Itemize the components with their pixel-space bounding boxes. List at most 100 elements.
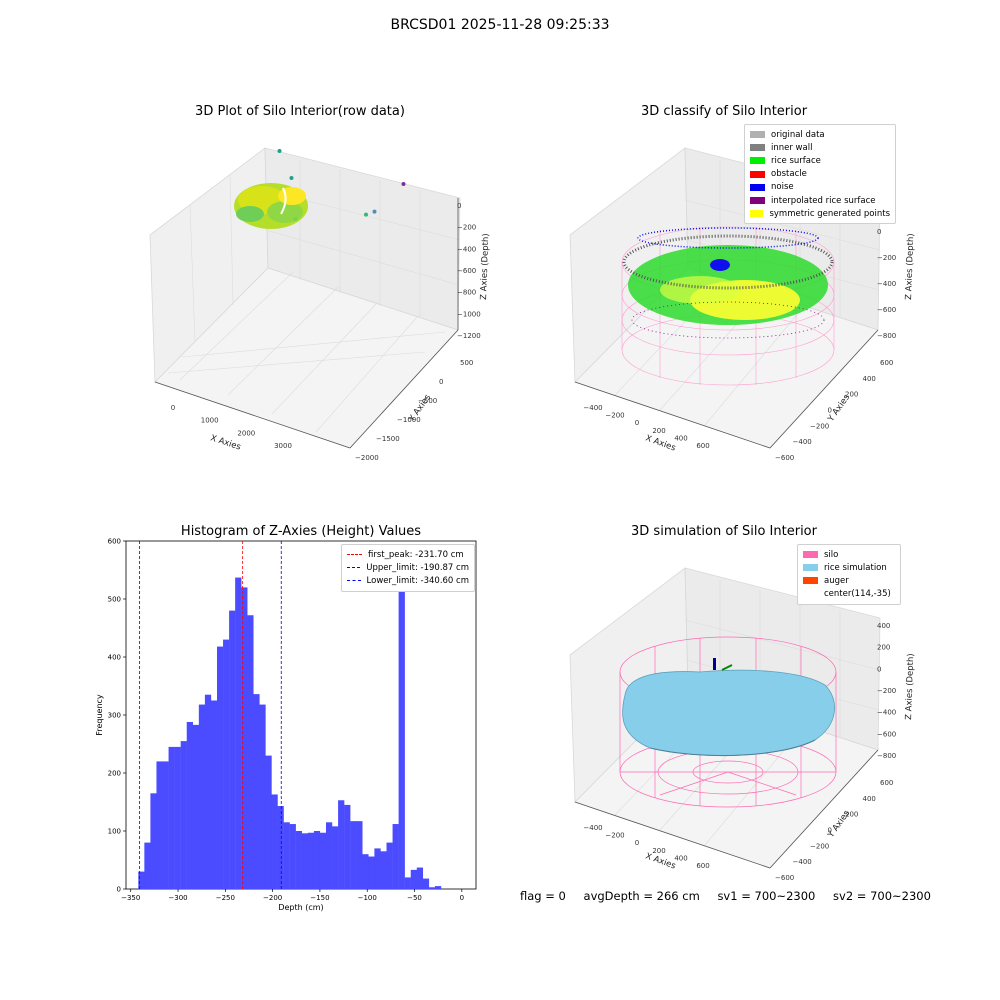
simulation-rice-surface xyxy=(622,669,835,757)
simulation-legend: silo rice simulation auger center(114,-35) xyxy=(797,544,901,605)
x-tick-label: −200 xyxy=(605,832,624,840)
histogram-bar xyxy=(265,755,272,889)
legend-entry: rice surface xyxy=(750,154,890,167)
y-tick-label: 0 xyxy=(828,407,832,415)
histogram-x-tick-label: −300 xyxy=(168,894,187,902)
legend-swatch xyxy=(750,131,765,139)
raw-outlier-point xyxy=(372,209,377,214)
histogram-bar xyxy=(150,793,157,889)
histogram-legend: first_peak: -231.70 cm Upper_limit: -190.… xyxy=(341,544,475,592)
classify-legend: original data inner wall rice surface obsta… xyxy=(744,124,896,225)
histogram-bar xyxy=(186,721,193,889)
legend-label: first_peak: -231.70 cm xyxy=(368,549,464,560)
histogram-bar xyxy=(344,804,351,889)
legend-entry: auger xyxy=(803,574,895,587)
raw-outlier-point xyxy=(293,217,298,222)
z-tick-label: 0 xyxy=(877,228,881,236)
legend-swatch xyxy=(750,197,765,205)
y-tick-label: 200 xyxy=(845,811,858,819)
histogram-bar xyxy=(362,854,369,889)
y-tick-label: 600 xyxy=(880,779,893,787)
y-tick-label: −200 xyxy=(810,422,829,430)
legend-entry: rice simulation xyxy=(803,561,895,574)
legend-entry: interpolated rice surface xyxy=(750,194,890,207)
histogram-bar xyxy=(253,694,260,889)
legend-swatch xyxy=(803,577,818,585)
legend-label: auger xyxy=(824,575,849,586)
histogram-bar xyxy=(350,821,357,889)
legend-swatch xyxy=(347,580,361,582)
y-tick-label: −400 xyxy=(793,858,812,866)
legend-label: interpolated rice surface xyxy=(771,195,876,206)
z-tick-label: −400 xyxy=(457,245,476,253)
histogram-legend-entry: first_peak: -231.70 cm xyxy=(347,548,469,561)
x-tick-label: 0 xyxy=(635,419,639,427)
y-tick-label: 0 xyxy=(828,827,832,835)
legend-label: noise xyxy=(771,182,794,193)
histogram-bar xyxy=(192,724,200,889)
legend-label: Upper_limit: -190.87 cm xyxy=(366,562,469,573)
y-tick-label: 0 xyxy=(439,378,443,386)
raw-data-3d-plot: 0 1000 2000 3000 500 0 −500 −1000 −1500 −2000 0 −20… xyxy=(149,147,491,462)
simulation-y-label: Y Axies xyxy=(826,808,853,840)
z-tick-label: −800 xyxy=(457,289,476,297)
histogram-bar xyxy=(223,639,230,889)
histogram-bar xyxy=(392,824,399,889)
legend-entry: obstacle xyxy=(750,168,890,181)
z-tick-label: −1000 xyxy=(457,310,481,318)
histogram-bars xyxy=(138,571,442,889)
histogram-bar xyxy=(277,806,284,889)
histogram-bar xyxy=(210,700,218,889)
legend-swatch xyxy=(347,554,362,556)
z-tick-label: −600 xyxy=(457,267,476,275)
legend-entry: silo xyxy=(803,548,895,561)
legend-entry: noise xyxy=(750,181,890,194)
histogram-bar xyxy=(416,867,424,889)
z-tick-label: −200 xyxy=(877,687,896,695)
histogram-x-tick-label: −50 xyxy=(407,894,422,902)
histogram-bar xyxy=(404,877,411,889)
histogram-bar xyxy=(138,871,145,889)
legend-label: original data xyxy=(771,129,825,140)
x-tick-label: 0 xyxy=(635,839,639,847)
figure-title: BRCSD01 2025-11-28 09:25:33 xyxy=(390,17,610,33)
raw-outlier-point xyxy=(364,212,368,217)
legend-label: obstacle xyxy=(771,169,807,180)
x-tick-label: −400 xyxy=(583,404,602,412)
x-tick-label: 200 xyxy=(652,847,665,855)
status-line: flag = 0 avgDepth = 266 cm sv1 = 700~230… xyxy=(520,889,945,903)
histogram-bar xyxy=(168,746,175,889)
histogram-bar xyxy=(247,615,254,889)
histogram-bar xyxy=(180,741,187,889)
y-tick-label: −1000 xyxy=(397,416,421,424)
z-tick-label: 400 xyxy=(877,622,890,630)
z-tick-label: −600 xyxy=(877,306,896,314)
panel4-title: 3D simulation of Silo Interior xyxy=(631,524,817,539)
histogram-y-tick-label: 0 xyxy=(117,886,121,894)
flag-status: flag = 0 xyxy=(520,889,566,903)
classify-point-cloud xyxy=(622,227,834,339)
histogram-bar xyxy=(283,822,290,889)
x-tick-label: 200 xyxy=(652,427,665,435)
histogram-bar xyxy=(428,887,436,889)
raw-outlier-point xyxy=(277,149,282,153)
histogram-bar xyxy=(204,694,212,889)
legend-label: inner wall xyxy=(771,142,813,153)
z-tick-label: 200 xyxy=(877,644,890,652)
histogram-x-tick-label: −200 xyxy=(263,894,282,902)
histogram-bar xyxy=(174,746,181,889)
y-tick-label: −500 xyxy=(418,397,437,405)
z-tick-label: −200 xyxy=(457,224,476,232)
sv2-status: sv2 = 700~2300 xyxy=(833,889,931,903)
x-tick-label: −200 xyxy=(605,412,624,420)
histogram-bar xyxy=(332,826,339,889)
histogram-bar xyxy=(156,761,163,889)
x-tick-label: −400 xyxy=(583,824,602,832)
classify-x-label: X Axies xyxy=(644,433,677,453)
histogram-bar xyxy=(325,822,333,889)
raw-rice-surface-cloud xyxy=(234,183,308,229)
y-tick-label: −1500 xyxy=(376,435,400,443)
z-tick-label: −400 xyxy=(877,280,896,288)
histogram-chart: −350 −300 −250 −200 −150 −100 −50 0 0 100 200 300 4… xyxy=(95,538,477,912)
z-tick-label: 0 xyxy=(877,665,881,673)
